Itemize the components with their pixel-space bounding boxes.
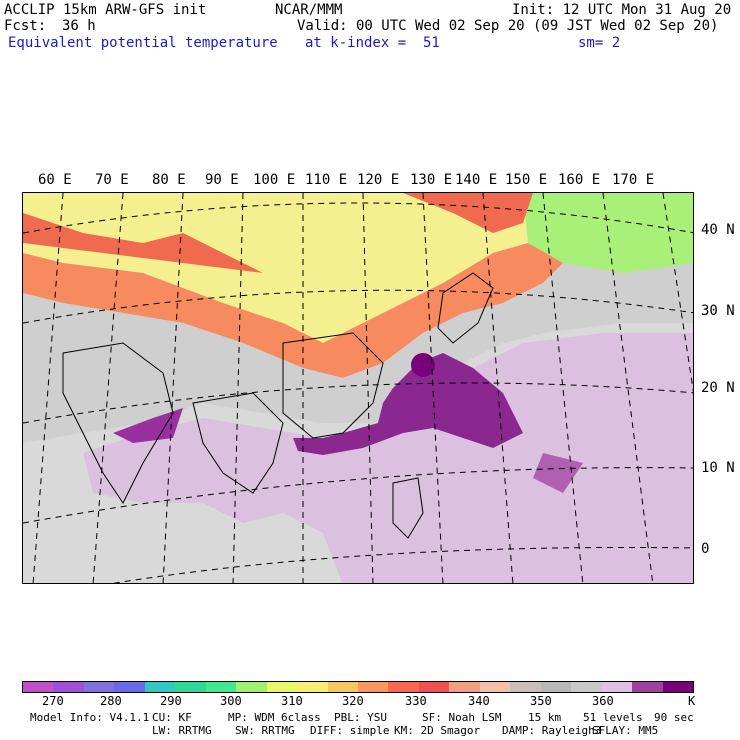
field-gray xyxy=(23,263,693,443)
footer-item: CU: KF xyxy=(152,711,192,724)
colorbar-tick-label: 330 xyxy=(405,694,427,708)
colorbar-tick-label: 360 xyxy=(592,694,614,708)
smoothing-info: sm= 2 xyxy=(578,35,621,51)
field-red-nw xyxy=(23,213,263,273)
colorbar-swatch xyxy=(632,682,663,692)
colorbar-tick-label: 320 xyxy=(342,694,364,708)
footer-item: KM: 2D Smagor xyxy=(394,724,481,737)
field-purple-east xyxy=(533,453,583,493)
colorbar-tick-label: 270 xyxy=(42,694,64,708)
forecast-hour: 36 h xyxy=(62,18,96,34)
lon-label: 120 E xyxy=(357,172,400,188)
colorbar-swatch xyxy=(83,682,115,692)
lat-label: 20 N xyxy=(701,380,735,396)
footer-item: DIFF: simple xyxy=(310,724,390,737)
lon-label: 140 E xyxy=(455,172,498,188)
colorbar-swatch xyxy=(327,682,358,692)
lon-label: 150 E xyxy=(505,172,548,188)
footer-item: 51 levels xyxy=(583,711,643,724)
footer-item: Model Info: V4.1.1 xyxy=(30,711,150,724)
field-name: Equivalent potential temperature xyxy=(8,35,278,51)
field-purple-wpac xyxy=(293,353,523,455)
china-coast-outline xyxy=(282,332,384,439)
footer-item: SW: RRTMG xyxy=(235,724,295,737)
map-panel xyxy=(22,192,694,584)
colorbar-swatch xyxy=(266,682,298,692)
footer-item: 90 sec xyxy=(654,711,694,724)
colorbar-swatch xyxy=(510,682,541,692)
colorbar-swatch xyxy=(144,682,176,692)
field-orange xyxy=(23,243,563,378)
colorbar-swatch xyxy=(571,682,602,692)
level-info: at k-index = 51 xyxy=(305,35,440,51)
colorbar xyxy=(22,681,694,693)
footer-item: SFLAY: MM5 xyxy=(592,724,659,737)
graticule xyxy=(23,193,693,583)
colorbar-swatch xyxy=(540,682,572,692)
colorbar-swatch xyxy=(479,682,511,692)
colorbar-swatch xyxy=(449,682,480,692)
indochina-outline xyxy=(192,392,284,494)
colorbar-swatch xyxy=(418,682,450,692)
valid-time: Valid: 00 UTC Wed 02 Sep 20 (09 JST Wed … xyxy=(297,18,719,34)
field-red-ne xyxy=(403,193,533,233)
colorbar-swatch xyxy=(388,682,419,692)
lon-label: 90 E xyxy=(205,172,239,188)
lon-label: 110 E xyxy=(305,172,348,188)
philippines-outline xyxy=(392,477,424,539)
field-purple-core xyxy=(411,353,435,377)
lat-label: 40 N xyxy=(701,222,735,238)
colorbar-swatch xyxy=(114,682,145,692)
lon-label: 80 E xyxy=(152,172,186,188)
lon-label: 130 E xyxy=(410,172,453,188)
colorbar-swatch xyxy=(357,682,389,692)
footer-item: PBL: YSU xyxy=(334,711,387,724)
lon-label: 100 E xyxy=(253,172,296,188)
org-label: NCAR/MMM xyxy=(275,2,343,18)
footer-item: LW: RRTMG xyxy=(152,724,212,737)
model-title: ACCLIP 15km ARW-GFS init xyxy=(4,2,207,18)
lat-label: 10 N xyxy=(701,460,735,476)
colorbar-tick-label: 290 xyxy=(160,694,182,708)
lon-label: 70 E xyxy=(95,172,129,188)
theta-e-field xyxy=(23,193,693,583)
colorbar-tick-label: 350 xyxy=(530,694,552,708)
colorbar-swatch xyxy=(175,682,206,692)
lat-0-line xyxy=(112,546,693,583)
lat-label: 0 xyxy=(701,541,710,557)
colorbar-unit: K xyxy=(688,694,696,708)
footer-item: MP: WDM 6class xyxy=(228,711,321,724)
colorbar-tick-label: 300 xyxy=(220,694,242,708)
lat-label: 30 N xyxy=(701,303,735,319)
colorbar-swatch xyxy=(53,682,84,692)
field-purple-india xyxy=(113,408,183,443)
forecast-label: Fcst: xyxy=(4,18,47,34)
init-time: Init: 12 UTC Mon 31 Aug 20 xyxy=(512,2,732,18)
footer-item: SF: Noah LSM xyxy=(422,711,502,724)
japan-outline xyxy=(437,272,494,344)
lon-label: 160 E xyxy=(558,172,601,188)
colorbar-tick-label: 280 xyxy=(100,694,122,708)
lon-label: 60 E xyxy=(38,172,72,188)
footer-item: 15 km xyxy=(528,711,562,724)
field-light-purple xyxy=(83,333,693,583)
colorbar-swatch xyxy=(662,682,693,692)
colorbar-tick-label: 310 xyxy=(281,694,303,708)
colorbar-swatch xyxy=(297,682,328,692)
colorbar-tick-label: 340 xyxy=(468,694,490,708)
colorbar-swatch xyxy=(23,682,54,692)
colorbar-swatch xyxy=(236,682,267,692)
lon-label: 170 E xyxy=(612,172,655,188)
field-yellow xyxy=(23,193,528,343)
field-warm-ne xyxy=(523,193,693,273)
colorbar-swatch xyxy=(205,682,237,692)
footer-item: DAMP: Rayleigh3 xyxy=(502,724,602,737)
india-outline xyxy=(62,342,174,504)
colorbar-swatch xyxy=(601,682,633,692)
